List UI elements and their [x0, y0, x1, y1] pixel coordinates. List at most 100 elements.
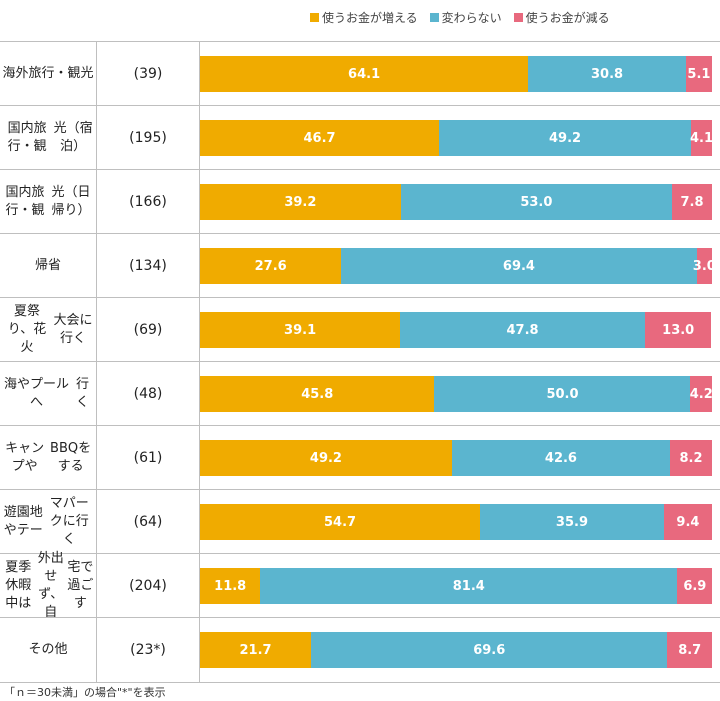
- bar-segment-decrease: 9.4: [663, 504, 712, 540]
- category-label-line: 光（宿泊）: [53, 121, 93, 154]
- chart-row: 帰省 (134) 27.6 69.4 3.0: [0, 233, 720, 298]
- bar-area: 45.8 50.0 4.2: [200, 362, 713, 426]
- legend-label-decrease: 使うお金が減る: [525, 10, 610, 25]
- category-label: 海外旅行・観光: [0, 42, 97, 106]
- data-label: 9.4: [676, 514, 700, 530]
- chart-row: 国内旅行・観 光（日帰り） (166) 39.2 53.0 7.8: [0, 169, 720, 234]
- sample-size-label: (134): [97, 234, 200, 298]
- category-label: その他: [0, 618, 97, 682]
- chart-row: キャンプや BBQをする (61) 49.2 42.6 8.2: [0, 425, 720, 490]
- bar-area: 39.1 47.8 13.0: [200, 298, 712, 362]
- bar-area: 49.2 42.6 8.2: [200, 426, 712, 490]
- bar-segment-same: 30.8: [528, 56, 686, 92]
- bar-segment-decrease: 8.2: [670, 440, 712, 476]
- chart-row: 夏祭り、花火 大会に行く (69) 39.1 47.8 13.0: [0, 297, 720, 362]
- legend-swatch-increase: [310, 12, 319, 22]
- bar-segment-same: 50.0: [434, 376, 691, 412]
- category-label-line: キャンプや: [5, 441, 45, 474]
- data-label: 50.0: [546, 386, 579, 402]
- bar-segment-increase: 45.8: [200, 376, 435, 412]
- data-label: 49.2: [309, 450, 342, 466]
- sample-size-label: (48): [97, 362, 200, 426]
- legend-item-same: 変わらない: [429, 9, 502, 26]
- data-label: 8.7: [678, 642, 702, 658]
- chart-row: 夏季休暇中は 外出せず、自 宅で過ごす (204) 11.8 81.4 6.9: [0, 551, 720, 620]
- category-label: 帰省: [0, 234, 97, 298]
- bar-segment-same: 81.4: [260, 568, 678, 604]
- data-label: 11.8: [214, 578, 247, 594]
- bar-area: 27.6 69.4 3.0: [200, 234, 716, 298]
- data-label: 4.1: [689, 130, 714, 146]
- bar-segment-increase: 21.7: [200, 632, 312, 668]
- data-label: 39.2: [284, 194, 317, 210]
- bar-segment-increase: 39.2: [200, 184, 401, 220]
- category-label-line: 国内旅行・観: [7, 121, 47, 154]
- data-label: 6.9: [683, 578, 707, 594]
- bar-segment-decrease: 6.9: [677, 568, 713, 604]
- bar-segment-decrease: 7.8: [672, 184, 712, 220]
- bar-segment-increase: 54.7: [200, 504, 481, 540]
- stacked-bar-chart: 海外旅行・観光 (39) 64.1 30.8 5.1 国内旅行・観 光（宿泊） (195) 46…: [0, 41, 720, 683]
- data-label: 45.8: [301, 386, 334, 402]
- bar-segment-same: 69.4: [341, 248, 697, 284]
- bar-segment-increase: 49.2: [200, 440, 452, 476]
- bar-segment-same: 53.0: [400, 184, 673, 220]
- chart-row: 海外旅行・観光 (39) 64.1 30.8 5.1: [0, 41, 720, 106]
- data-label: 69.4: [502, 258, 535, 274]
- data-label: 21.7: [239, 642, 272, 658]
- bar-area: 21.7 69.6 8.7: [200, 618, 712, 682]
- data-label: 49.2: [549, 130, 582, 146]
- bar-segment-increase: 27.6: [200, 248, 342, 284]
- data-label: 8.2: [679, 450, 703, 466]
- category-label-line: 夏祭り、花火: [7, 304, 47, 355]
- data-label: 46.7: [303, 130, 336, 146]
- bar-segment-increase: 11.8: [200, 568, 261, 604]
- legend-item-decrease: 使うお金が減る: [513, 9, 610, 26]
- bar-segment-decrease: 3.0: [693, 248, 716, 284]
- data-label: 42.6: [544, 450, 577, 466]
- data-label: 7.8: [680, 194, 704, 210]
- category-label-line: その他: [28, 642, 68, 657]
- category-label-line: BBQをする: [50, 441, 92, 474]
- sample-size-label: (39): [97, 42, 200, 106]
- bar-segment-same: 47.8: [400, 312, 645, 348]
- bar-area: 46.7 49.2 4.1: [200, 106, 714, 170]
- category-label-line: 国内旅行・観: [5, 185, 45, 218]
- category-label: 夏祭り、花火 大会に行く: [0, 298, 97, 362]
- chart-row: 遊園地やテー マパークに行く (64) 54.7 35.9 9.4: [0, 489, 720, 554]
- legend: 使うお金が増える 変わらない 使うお金が減る: [310, 8, 622, 26]
- category-label-line: 夏季休暇中は: [5, 560, 32, 611]
- legend-label-increase: 使うお金が増える: [322, 10, 418, 25]
- category-label-line: 帰省: [34, 258, 61, 273]
- data-label: 3.0: [692, 258, 716, 274]
- bar-area: 54.7 35.9 9.4: [200, 490, 712, 554]
- bar-segment-same: 35.9: [480, 504, 664, 540]
- data-label: 54.7: [323, 514, 357, 530]
- sample-size-label: (64): [97, 490, 200, 554]
- category-label-line: 海外旅行・観: [2, 66, 81, 81]
- category-label-line: 光: [80, 66, 94, 81]
- category-label-line: 行く: [75, 377, 89, 410]
- bar-segment-same: 42.6: [451, 440, 670, 476]
- bar-area: 39.2 53.0 7.8: [200, 170, 712, 234]
- data-label: 47.8: [506, 322, 539, 338]
- data-label: 4.2: [689, 386, 713, 402]
- data-label: 81.4: [452, 578, 485, 594]
- chart-row: 国内旅行・観 光（宿泊） (195) 46.7 49.2 4.1: [0, 105, 720, 170]
- category-label: 遊園地やテー マパークに行く: [0, 490, 97, 554]
- chart-row: 海やプールへ 行く (48) 45.8 50.0 4.2: [0, 361, 720, 426]
- bar-segment-same: 69.6: [311, 632, 668, 668]
- bar-segment-increase: 39.1: [200, 312, 401, 348]
- data-label: 53.0: [520, 194, 553, 210]
- sample-size-label: (166): [97, 170, 200, 234]
- data-label: 35.9: [555, 514, 588, 530]
- data-label: 69.6: [473, 642, 506, 658]
- category-label: キャンプや BBQをする: [0, 426, 97, 490]
- category-label-line: 大会に行く: [53, 313, 93, 346]
- data-label: 13.0: [662, 322, 695, 338]
- bar-segment-same: 49.2: [439, 120, 691, 156]
- category-label-line: 遊園地やテー: [3, 505, 43, 538]
- bar-segment-increase: 46.7: [200, 120, 440, 156]
- legend-swatch-same: [429, 12, 439, 22]
- category-label-line: 光（日帰り）: [51, 185, 91, 218]
